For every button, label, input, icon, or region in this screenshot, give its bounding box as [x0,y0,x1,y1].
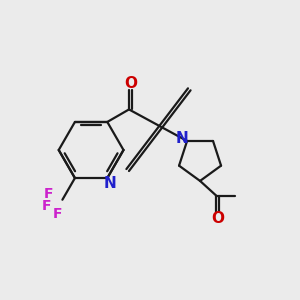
Text: O: O [211,211,224,226]
Text: N: N [176,131,188,146]
Text: O: O [124,76,137,91]
Text: N: N [103,176,116,191]
Text: F: F [41,199,51,213]
Text: F: F [52,207,62,221]
Text: F: F [44,188,53,201]
